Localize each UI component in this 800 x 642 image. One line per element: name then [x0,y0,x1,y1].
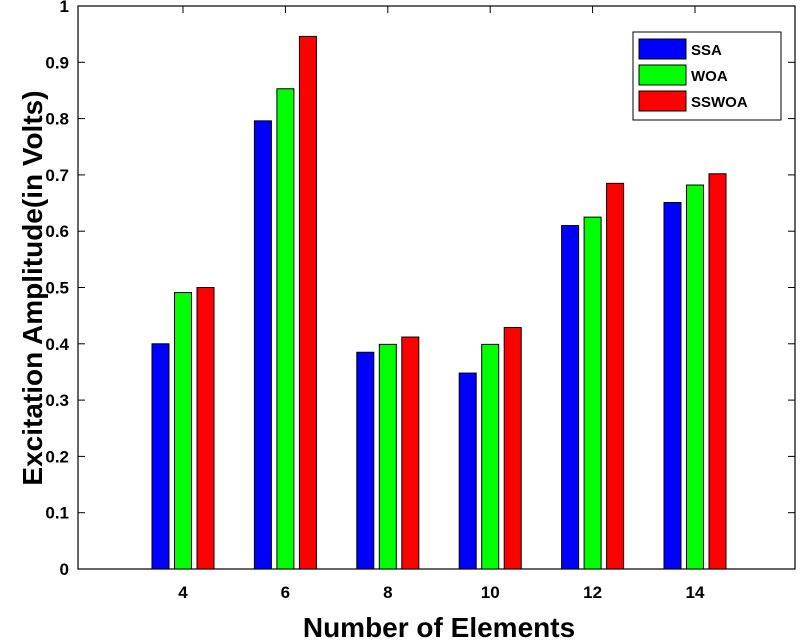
bar-ssa-14 [663,201,682,570]
y-tick-label: 0.3 [45,391,69,410]
bar-woa-8 [378,343,397,570]
legend-label-ssa: SSA [691,42,722,59]
y-tick-label: 0.8 [45,110,69,129]
x-tick-label: 12 [583,583,602,602]
bar-ssa-6 [253,120,272,570]
legend-swatch-ssa [638,38,687,60]
x-tick-label: 10 [481,583,500,602]
bar-woa-4 [174,292,192,570]
bar-woa-14 [686,184,704,570]
legend-label-woa: WOA [691,68,728,85]
legend-swatch-woa [638,64,687,86]
y-tick-label: 0.9 [45,53,69,72]
x-tick-label: 14 [686,583,705,602]
bar-sswoa-14 [708,173,727,570]
x-tick-label: 8 [383,583,392,602]
legend: SSA WOA SSWOA [632,31,782,121]
bar-sswoa-4 [196,287,215,570]
legend-swatch-sswoa [638,90,687,112]
y-tick-label: 0.4 [45,335,69,354]
y-tick-label: 0.1 [45,504,69,523]
x-tick-label: 6 [281,583,290,602]
bar-woa-6 [276,88,295,570]
bar-woa-10 [481,343,500,570]
x-tick-label: 4 [178,583,188,602]
y-tick-label: 0 [60,560,69,579]
y-tick-label: 0.7 [45,166,69,185]
y-tick-label: 1 [60,0,69,16]
bar-sswoa-10 [503,326,522,570]
bar-ssa-10 [458,372,477,570]
bar-ssa-12 [561,225,580,570]
bar-sswoa-12 [606,182,625,570]
legend-label-sswoa: SSWOA [691,94,748,111]
bar-sswoa-8 [401,336,420,570]
y-tick-label: 0.6 [45,222,69,241]
y-tick-label: 0.2 [45,447,69,466]
y-tick-label: 0.5 [45,279,69,298]
bar-woa-12 [583,216,602,570]
bar-ssa-8 [356,351,375,570]
y-axis-title: Excitation Amplitude(in Volts) [17,90,48,485]
bar-sswoa-6 [298,35,317,570]
x-axis-title: Number of Elements [303,612,575,642]
bar-ssa-4 [151,343,170,570]
